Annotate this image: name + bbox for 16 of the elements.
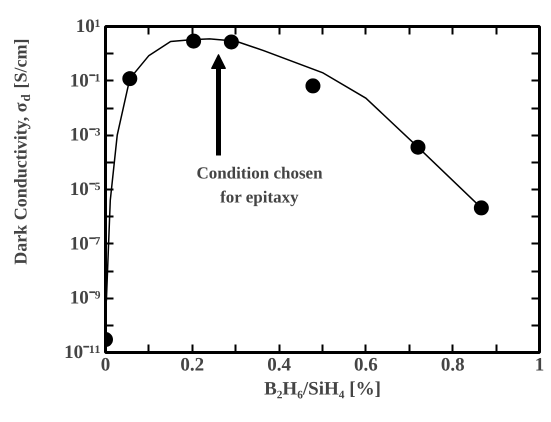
x-tick-label: 0.6 (354, 354, 378, 376)
x-axis-title: B₂H₆/SiH₄ [%] (264, 378, 381, 400)
y-axis-title: Dark Conductivity, σd [S/cm] (10, 38, 33, 265)
x-tick-label: 0.4 (267, 354, 292, 376)
annotation: Condition chosen for epitaxy (196, 164, 324, 206)
x-tick-label: 0.2 (180, 354, 204, 376)
y-tick-label: 10⁻⁵ (70, 179, 101, 200)
y-tick-label: 10⁻¹ (70, 70, 101, 92)
x-tick-label: 1 (534, 354, 544, 376)
x-tick-label: 0 (100, 354, 110, 376)
y-tick-label: 10⁻⁷ (70, 233, 101, 254)
x-tick-label: 0.8 (440, 354, 465, 376)
y-tick-label: 10⁻¹¹ (64, 342, 101, 363)
y-tick-label: 10⁻⁹ (70, 288, 101, 309)
y-tick-label: 10¹ (76, 16, 101, 37)
y-tick-label: 10⁻³ (70, 124, 101, 146)
